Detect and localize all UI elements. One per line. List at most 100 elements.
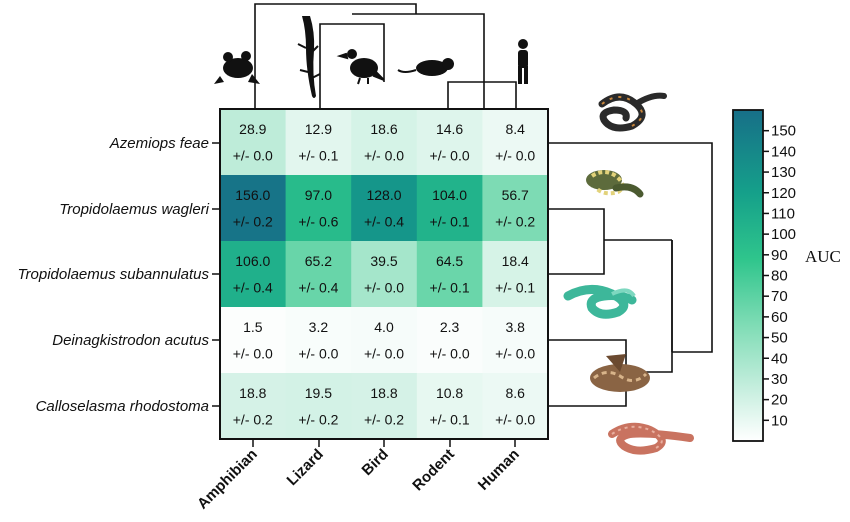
cell-value-label: 8.4 (505, 121, 525, 137)
heatmap-cell (351, 307, 418, 374)
colorbar-tick-label: 90 (771, 247, 788, 264)
col-label-lizard: Lizard (284, 446, 327, 489)
cell-value-label: 18.4 (502, 253, 529, 269)
cell-value-label: 56.7 (502, 187, 529, 203)
col-tree-rodent-human (447, 81, 517, 108)
bird-icon (336, 49, 385, 85)
cell-error-label: +/- 0.0 (364, 147, 404, 163)
snake-photo-wagleri (586, 170, 644, 198)
heatmap-cell (285, 175, 352, 242)
col-tree-root (254, 3, 417, 108)
cell-error-label: +/- 0.0 (495, 411, 535, 427)
colorbar-tick-label: 130 (771, 164, 796, 181)
cell-value-label: 10.8 (436, 385, 463, 401)
col-label-rodent: Rodent (409, 446, 458, 495)
row-label-wagleri: Tropidolaemus wagleri (59, 201, 209, 218)
colorbar-tick-label: 150 (771, 123, 796, 140)
cell-error-label: +/- 0.2 (495, 213, 535, 229)
colorbar-tick-label: 20 (771, 392, 788, 409)
cell-error-label: +/- 0.4 (233, 279, 273, 295)
heatmap-cell (220, 175, 287, 242)
cell-error-label: +/- 0.0 (233, 345, 273, 361)
heatmap-cells: 28.9 +/- 0.0 12.9 +/- 0.1 18.6 +/- 0.0 14.6 +/-… (220, 109, 549, 440)
cell-value-label: 8.6 (505, 385, 525, 401)
colorbar-ticks: 10 20 30 40 50 60 70 80 90 100 110 120 130 140 150 (763, 123, 796, 429)
heatmap-cell (285, 109, 352, 176)
cell-value-label: 97.0 (305, 187, 332, 203)
human-icon (518, 39, 528, 84)
colorbar-tick-label: 50 (771, 330, 788, 347)
rodent-icon (397, 58, 454, 76)
cell-error-label: +/- 0.4 (364, 213, 404, 229)
cell-value-label: 18.6 (370, 121, 397, 137)
cell-error-label: +/- 0.2 (233, 213, 273, 229)
heatmap-cell (416, 175, 483, 242)
heatmap-cell (285, 307, 352, 374)
row-tree-wagleri-clade (548, 208, 605, 275)
snake-photo-deinagkistrodon (590, 354, 650, 392)
col-label-human: Human (475, 446, 523, 494)
heatmap-cell (351, 175, 418, 242)
cell-error-label: +/- 0.0 (233, 147, 273, 163)
column-dendrogram (254, 3, 517, 108)
cell-value-label: 12.9 (305, 121, 332, 137)
col-label-bird: Bird (359, 446, 392, 479)
cell-error-label: +/- 0.1 (495, 279, 535, 295)
cell-error-label: +/- 0.1 (430, 411, 470, 427)
colorbar-tick-label: 140 (771, 143, 796, 160)
colorbar-label: AUC (805, 247, 841, 266)
heatmap-cell (285, 241, 352, 308)
heatmap-cell (351, 241, 418, 308)
heatmap-cell (416, 241, 483, 308)
heatmap-cell (482, 307, 549, 374)
heatmap-cell (482, 373, 549, 440)
cell-value-label: 4.0 (374, 319, 394, 335)
heatmap-cell (220, 307, 287, 374)
cell-error-label: +/- 0.0 (364, 345, 404, 361)
col-label-amphibian: Amphibian (194, 446, 261, 513)
cell-error-label: +/- 0.1 (430, 213, 470, 229)
snake-photo-azemiops (598, 92, 667, 132)
colorbar-tick-label: 110 (771, 205, 795, 222)
cell-error-label: +/- 0.0 (430, 345, 470, 361)
cell-error-label: +/- 0.2 (298, 411, 338, 427)
row-labels: Azemiops feae Tropidolaemus wagleri Trop… (17, 135, 209, 415)
column-ticks (252, 439, 516, 447)
col-tree-lizard-clade (319, 23, 385, 108)
heatmap-cell (482, 175, 549, 242)
frog-icon (214, 51, 260, 84)
cell-value-label: 3.8 (505, 319, 525, 335)
colorbar (732, 109, 764, 442)
cell-value-label: 2.3 (440, 319, 460, 335)
heatmap-cell (220, 241, 287, 308)
cell-value-label: 128.0 (366, 187, 401, 203)
cell-value-label: 14.6 (436, 121, 463, 137)
cell-value-label: 18.8 (370, 385, 397, 401)
snake-photo-subannulatus (563, 285, 637, 319)
row-label-deinagkistrodon: Deinagkistrodon acutus (52, 332, 209, 349)
heatmap-cell (416, 109, 483, 176)
row-label-subannulatus: Tropidolaemus subannulatus (17, 266, 209, 283)
colorbar-tick-label: 100 (771, 226, 796, 243)
cell-error-label: +/- 0.0 (495, 147, 535, 163)
cell-value-label: 156.0 (235, 187, 270, 203)
cell-value-label: 3.2 (309, 319, 329, 335)
cell-error-label: +/- 0.4 (298, 279, 338, 295)
cell-error-label: +/- 0.0 (430, 147, 470, 163)
cell-error-label: +/- 0.6 (298, 213, 338, 229)
colorbar-tick-label: 60 (771, 309, 788, 326)
col-tree-upper (352, 13, 485, 108)
heatmap-cell (285, 373, 352, 440)
row-tree-root (548, 142, 713, 353)
cell-value-label: 39.5 (370, 253, 397, 269)
row-ticks (212, 142, 220, 407)
cell-value-label: 104.0 (432, 187, 467, 203)
cell-error-label: +/- 0.1 (298, 147, 338, 163)
cell-value-label: 28.9 (239, 121, 266, 137)
colorbar-tick-label: 80 (771, 268, 788, 285)
heatmap-cell (416, 307, 483, 374)
cell-value-label: 1.5 (243, 319, 263, 335)
colorbar-tick-label: 70 (771, 288, 788, 305)
heatmap-cell (351, 373, 418, 440)
colorbar-tick-label: 10 (771, 412, 788, 429)
